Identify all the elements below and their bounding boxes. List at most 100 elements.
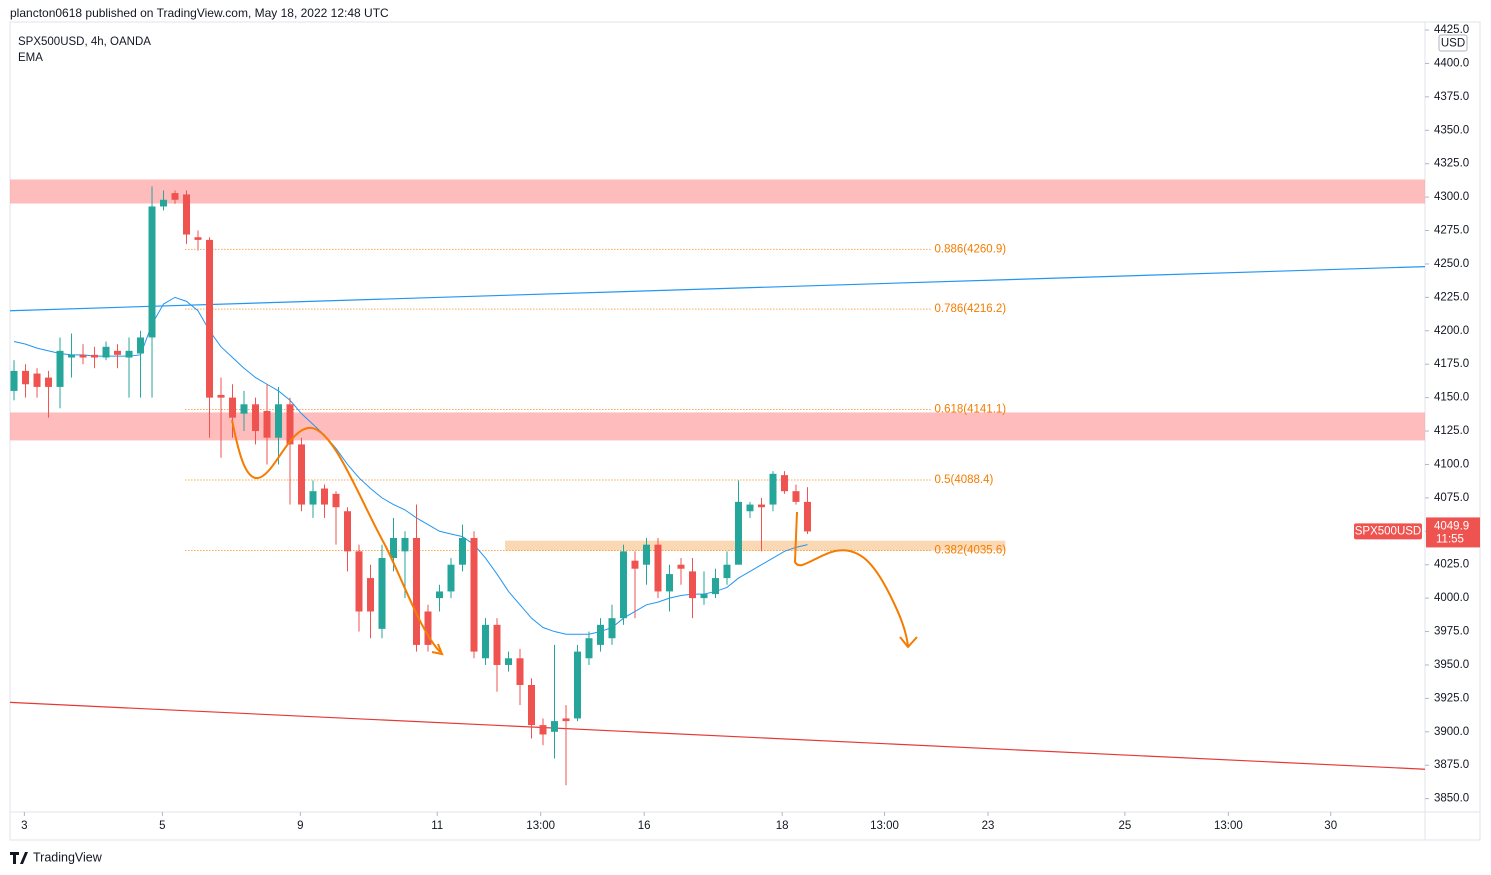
candle-body [665,574,673,592]
y-tick-label: 4125.0 [1434,425,1469,437]
countdown: 11:55 [1436,533,1464,545]
zone [505,540,1006,551]
y-tick-label: 3925.0 [1434,692,1469,704]
candle-body [10,370,18,391]
y-tick-label: 4200.0 [1434,325,1469,337]
candle-body [504,658,512,665]
logo-mark [10,852,28,864]
candle-body [160,199,168,207]
drawing [793,511,909,647]
candle-body [401,537,409,552]
price-tag [1426,517,1480,548]
candle-body [585,638,593,659]
candle-body [194,237,202,240]
x-tick-label: 13:00 [1214,820,1243,832]
x-tick-label: 13:00 [526,820,555,832]
candle-body [33,373,41,387]
candle-body [792,491,800,502]
candle-body [769,473,777,505]
candle-body [596,624,604,645]
candle-body [688,571,696,599]
y-tick-label: 4300.0 [1434,191,1469,203]
fib-label: 0.5(4088.4) [935,474,994,486]
candle-body [114,350,122,355]
candle-body [447,564,455,592]
y-tick-label: 3850.0 [1434,793,1469,805]
candle-body [677,564,685,569]
candle-body [321,488,329,505]
y-tick-label: 4425.0 [1434,24,1469,36]
candle-body [654,544,662,592]
fib-label: 0.886(4260.9) [935,243,1007,255]
trendline [9,266,1426,312]
candle-body [527,685,535,726]
y-tick-label: 4175.0 [1434,358,1469,370]
candle-body [79,354,87,358]
arrow-head [899,636,918,649]
candle-body [424,611,432,645]
candle-body [298,444,306,505]
candle-body [148,206,156,338]
y-tick-label: 3975.0 [1434,626,1469,638]
candle-body [573,651,581,719]
candle-body [355,551,363,612]
y-tick-label: 4025.0 [1434,559,1469,571]
y-tick-label: 4400.0 [1434,57,1469,69]
symbol-tag [1354,523,1422,540]
candle-body [332,493,340,508]
candle-body [275,404,283,438]
y-tick-label: 4100.0 [1434,458,1469,470]
candle-body [413,537,421,645]
candle-body [378,558,386,629]
y-tick-label: 4350.0 [1434,124,1469,136]
candle-body [309,491,317,505]
candle-body [102,346,110,358]
currency: USD [1441,38,1465,50]
y-tick-label: 4225.0 [1434,291,1469,303]
x-tick-label: 13:00 [870,820,899,832]
candle-body [171,193,179,200]
fib-label: 0.786(4216.2) [935,303,1007,315]
x-tick-label: 16 [638,820,651,832]
trendline [9,701,1426,770]
candle-body [217,394,225,398]
candle-body [619,551,627,619]
symbol-tag-label: SPX500USD [1355,525,1421,537]
candle-body [68,354,76,358]
candle-body [734,501,742,565]
candle-body [746,504,754,512]
candle-body [516,658,524,686]
candle-body [344,511,352,552]
candle-body [780,475,788,492]
y-tick-label: 4000.0 [1434,592,1469,604]
fib-label: 0.618(4141.1) [935,404,1007,416]
candle-body [286,404,294,445]
candle-body [367,578,375,612]
candle-body [240,404,248,414]
y-tick-label: 4075.0 [1434,492,1469,504]
candle-body [206,239,214,398]
candle-body [723,564,731,579]
y-tick-label: 4275.0 [1434,225,1469,237]
candle-body [550,721,558,732]
zone [10,412,1425,441]
drawing [231,419,441,653]
header: plancton0618 published on TradingView.co… [10,6,389,20]
y-tick-label: 3875.0 [1434,759,1469,771]
candle-body [562,718,570,722]
y-tick-label: 3900.0 [1434,726,1469,738]
x-tick-label: 23 [982,820,995,832]
candle-body [539,725,547,735]
fib-label: 0.382(4035.6) [935,545,1007,557]
indicator: EMA [18,52,43,64]
currency-box[interactable] [1438,34,1468,52]
candle-body [470,537,478,652]
chart-title: SPX500USD, 4h, OANDA [18,36,151,48]
candle-body [436,591,444,599]
x-tick-label: 18 [776,820,789,832]
x-tick-label: 5 [159,820,165,832]
arrow-head [431,643,444,656]
candle-body [608,618,616,639]
candle-body [252,404,260,432]
